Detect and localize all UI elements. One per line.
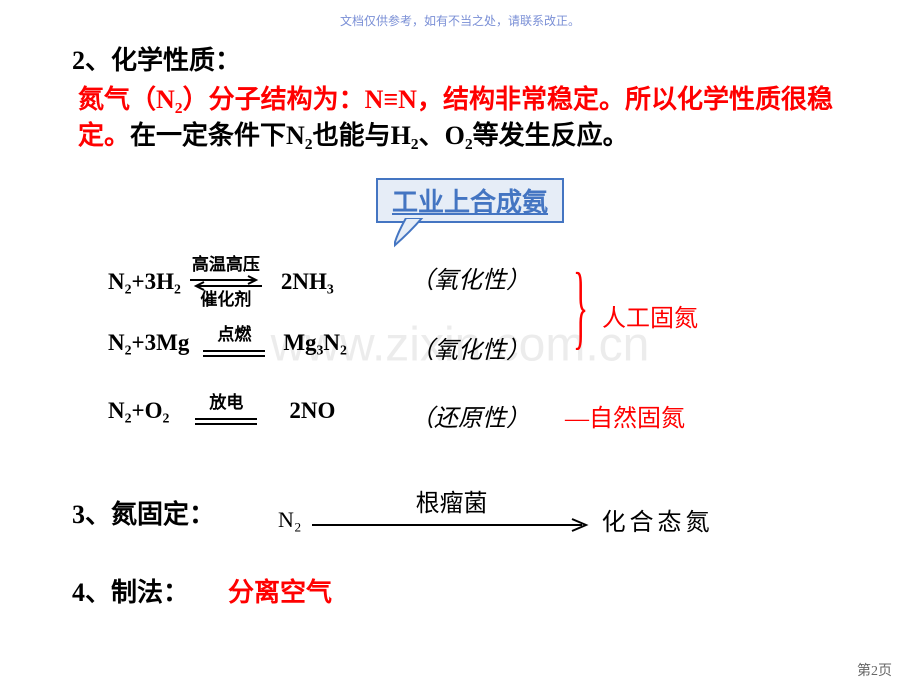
natural-fixation-label: —自然固氮 [565,398,685,433]
eq3-condition: 放电 [187,394,265,428]
eq2-cond: 点燃 [217,325,251,344]
eq1-property: （氧化性） [410,260,530,295]
equals-line-icon [203,348,265,358]
header-note: 文档仅供参考，如有不当之处，请联系改正。 [340,12,580,29]
eq2-lhs: N₂+3Mg [108,330,189,356]
eq2-property: （氧化性） [410,330,530,365]
equals-line-icon [195,416,257,426]
eq2-condition: 点燃 [195,326,273,360]
intro-black: 在一定条件下N₂也能与H₂、O₂等发生反应。 [130,121,629,150]
artificial-fixation-label: 人工固氮 [602,298,698,333]
eq2-rhs: Mg₃N₂ [283,330,347,356]
fixation-cond: 根瘤菌 [416,483,488,518]
fixation-dst: 化合态氮 [602,502,714,537]
eq1-lhs: N₂+3H₂ [108,269,181,295]
fixation-diagram: N₂ 根瘤菌 化合态氮 [278,478,714,537]
reversible-arrow-icon [190,275,262,291]
eq3-cond: 放电 [209,393,243,412]
callout-box: 工业上合成氨 [376,178,564,223]
equation-3: N₂+O₂ 放电 2NO [108,394,335,428]
eq1-rhs: 2NH₃ [281,269,334,295]
method-text: 分离空气 [228,572,332,609]
eq1-cond-bot: 催化剂 [200,290,251,309]
equation-2: N₂+3Mg 点燃 Mg₃N₂ [108,326,347,360]
eq1-condition: 高温高压 催化剂 [187,256,265,308]
equation-1: N₂+3H₂ 高温高压 催化剂 2NH₃ [108,256,334,308]
section-3-title: 3、氮固定： [72,494,215,531]
long-arrow-icon [312,518,592,532]
section-2-title: 2、化学性质： [72,40,241,77]
eq1-cond-top: 高温高压 [192,255,260,274]
eq3-lhs: N₂+O₂ [108,398,169,424]
callout-tail-icon [394,218,434,248]
bracket-icon: } [573,252,588,360]
fixation-src: N₂ [278,507,302,533]
eq3-rhs: 2NO [289,398,335,424]
section-4-title: 4、制法： [72,572,189,609]
eq3-property: （还原性） [410,398,530,433]
page-number: 第2页 [857,660,892,680]
intro-text: 氮气（N₂）分子结构为：N≡N，结构非常稳定。所以化学性质很稳定。在一定条件下N… [78,82,868,155]
